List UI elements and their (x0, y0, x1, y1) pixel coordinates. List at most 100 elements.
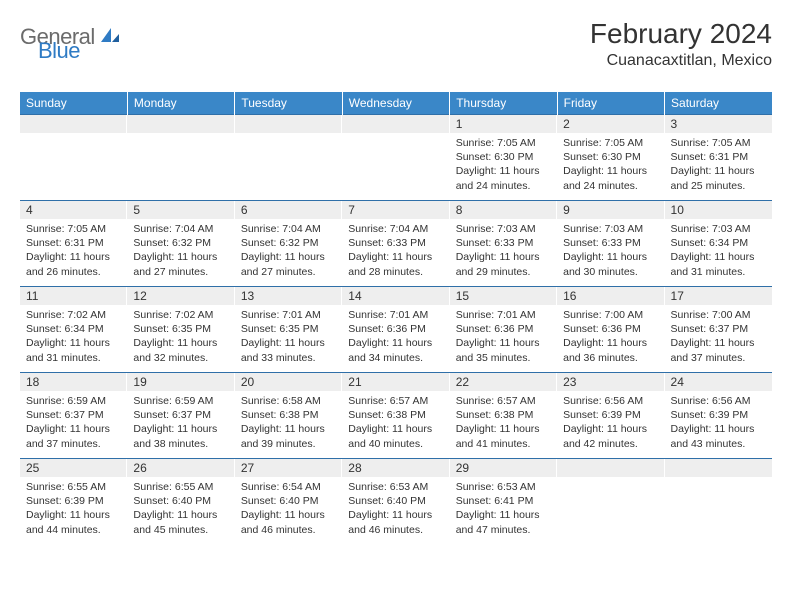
calendar-cell: 20Sunrise: 6:58 AMSunset: 6:38 PMDayligh… (235, 373, 342, 459)
day-number: 25 (20, 459, 127, 477)
day-number: 5 (127, 201, 234, 219)
calendar-cell: 21Sunrise: 6:57 AMSunset: 6:38 PMDayligh… (342, 373, 449, 459)
day-content (665, 477, 772, 484)
day-content: Sunrise: 6:57 AMSunset: 6:38 PMDaylight:… (450, 391, 557, 455)
day-content: Sunrise: 7:00 AMSunset: 6:37 PMDaylight:… (665, 305, 772, 369)
weekday-header: Thursday (450, 92, 557, 115)
calendar-cell: 17Sunrise: 7:00 AMSunset: 6:37 PMDayligh… (665, 287, 772, 373)
day-number: 17 (665, 287, 772, 305)
day-content: Sunrise: 6:59 AMSunset: 6:37 PMDaylight:… (20, 391, 127, 455)
day-content: Sunrise: 7:01 AMSunset: 6:36 PMDaylight:… (450, 305, 557, 369)
day-content: Sunrise: 6:53 AMSunset: 6:41 PMDaylight:… (450, 477, 557, 541)
day-number (127, 115, 234, 133)
day-number: 9 (557, 201, 664, 219)
calendar-cell: 5Sunrise: 7:04 AMSunset: 6:32 PMDaylight… (127, 201, 234, 287)
calendar-cell: 29Sunrise: 6:53 AMSunset: 6:41 PMDayligh… (450, 459, 557, 545)
day-content: Sunrise: 7:05 AMSunset: 6:30 PMDaylight:… (450, 133, 557, 197)
calendar-cell: 2Sunrise: 7:05 AMSunset: 6:30 PMDaylight… (557, 115, 664, 201)
calendar-cell: 23Sunrise: 6:56 AMSunset: 6:39 PMDayligh… (557, 373, 664, 459)
day-content: Sunrise: 7:04 AMSunset: 6:32 PMDaylight:… (127, 219, 234, 283)
day-content: Sunrise: 7:01 AMSunset: 6:36 PMDaylight:… (342, 305, 449, 369)
day-number (20, 115, 127, 133)
calendar-head: SundayMondayTuesdayWednesdayThursdayFrid… (20, 92, 772, 115)
day-content: Sunrise: 7:03 AMSunset: 6:34 PMDaylight:… (665, 219, 772, 283)
calendar-cell: 6Sunrise: 7:04 AMSunset: 6:32 PMDaylight… (235, 201, 342, 287)
calendar-cell (235, 115, 342, 201)
day-number (665, 459, 772, 477)
calendar-cell: 12Sunrise: 7:02 AMSunset: 6:35 PMDayligh… (127, 287, 234, 373)
day-number: 3 (665, 115, 772, 133)
day-content: Sunrise: 7:04 AMSunset: 6:32 PMDaylight:… (235, 219, 342, 283)
day-number (342, 115, 449, 133)
day-content (20, 133, 127, 140)
brand-name-2: Blue (20, 38, 80, 64)
day-content (235, 133, 342, 140)
calendar-cell: 4Sunrise: 7:05 AMSunset: 6:31 PMDaylight… (20, 201, 127, 287)
weekday-header: Tuesday (235, 92, 342, 115)
day-number: 13 (235, 287, 342, 305)
day-content: Sunrise: 6:57 AMSunset: 6:38 PMDaylight:… (342, 391, 449, 455)
calendar-cell: 9Sunrise: 7:03 AMSunset: 6:33 PMDaylight… (557, 201, 664, 287)
day-number: 22 (450, 373, 557, 391)
day-content: Sunrise: 7:02 AMSunset: 6:35 PMDaylight:… (127, 305, 234, 369)
weekday-header: Friday (557, 92, 664, 115)
calendar-cell (342, 115, 449, 201)
day-number: 29 (450, 459, 557, 477)
calendar-cell: 14Sunrise: 7:01 AMSunset: 6:36 PMDayligh… (342, 287, 449, 373)
calendar-cell: 1Sunrise: 7:05 AMSunset: 6:30 PMDaylight… (450, 115, 557, 201)
weekday-header: Wednesday (342, 92, 449, 115)
day-number: 14 (342, 287, 449, 305)
day-number (235, 115, 342, 133)
day-number: 16 (557, 287, 664, 305)
calendar-cell: 25Sunrise: 6:55 AMSunset: 6:39 PMDayligh… (20, 459, 127, 545)
day-content: Sunrise: 7:03 AMSunset: 6:33 PMDaylight:… (450, 219, 557, 283)
month-title: February 2024 (590, 18, 772, 50)
weekday-header: Saturday (665, 92, 772, 115)
day-content: Sunrise: 7:01 AMSunset: 6:35 PMDaylight:… (235, 305, 342, 369)
day-number: 12 (127, 287, 234, 305)
calendar-row: 4Sunrise: 7:05 AMSunset: 6:31 PMDaylight… (20, 201, 772, 287)
calendar-cell (20, 115, 127, 201)
day-number: 10 (665, 201, 772, 219)
calendar-row: 18Sunrise: 6:59 AMSunset: 6:37 PMDayligh… (20, 373, 772, 459)
day-number: 23 (557, 373, 664, 391)
day-number: 27 (235, 459, 342, 477)
calendar-cell: 19Sunrise: 6:59 AMSunset: 6:37 PMDayligh… (127, 373, 234, 459)
day-content: Sunrise: 6:56 AMSunset: 6:39 PMDaylight:… (557, 391, 664, 455)
calendar-cell: 24Sunrise: 6:56 AMSunset: 6:39 PMDayligh… (665, 373, 772, 459)
day-content: Sunrise: 6:55 AMSunset: 6:39 PMDaylight:… (20, 477, 127, 541)
day-content (342, 133, 449, 140)
calendar-row: 11Sunrise: 7:02 AMSunset: 6:34 PMDayligh… (20, 287, 772, 373)
calendar-cell: 11Sunrise: 7:02 AMSunset: 6:34 PMDayligh… (20, 287, 127, 373)
page: General February 2024 Cuanacaxtitlan, Me… (0, 0, 792, 545)
calendar-cell: 27Sunrise: 6:54 AMSunset: 6:40 PMDayligh… (235, 459, 342, 545)
calendar-cell (557, 459, 664, 545)
calendar-cell: 28Sunrise: 6:53 AMSunset: 6:40 PMDayligh… (342, 459, 449, 545)
day-number: 11 (20, 287, 127, 305)
calendar-cell: 22Sunrise: 6:57 AMSunset: 6:38 PMDayligh… (450, 373, 557, 459)
day-content: Sunrise: 6:54 AMSunset: 6:40 PMDaylight:… (235, 477, 342, 541)
day-number: 21 (342, 373, 449, 391)
day-content (127, 133, 234, 140)
calendar-cell: 10Sunrise: 7:03 AMSunset: 6:34 PMDayligh… (665, 201, 772, 287)
day-content: Sunrise: 7:05 AMSunset: 6:31 PMDaylight:… (20, 219, 127, 283)
day-number: 15 (450, 287, 557, 305)
weekday-header: Monday (127, 92, 234, 115)
day-content: Sunrise: 6:59 AMSunset: 6:37 PMDaylight:… (127, 391, 234, 455)
day-number: 26 (127, 459, 234, 477)
day-number: 28 (342, 459, 449, 477)
day-content: Sunrise: 7:05 AMSunset: 6:30 PMDaylight:… (557, 133, 664, 197)
day-number: 18 (20, 373, 127, 391)
calendar-cell: 3Sunrise: 7:05 AMSunset: 6:31 PMDaylight… (665, 115, 772, 201)
day-number: 2 (557, 115, 664, 133)
day-number: 7 (342, 201, 449, 219)
day-content: Sunrise: 6:58 AMSunset: 6:38 PMDaylight:… (235, 391, 342, 455)
calendar-row: 1Sunrise: 7:05 AMSunset: 6:30 PMDaylight… (20, 115, 772, 201)
calendar-table: SundayMondayTuesdayWednesdayThursdayFrid… (20, 92, 772, 545)
calendar-cell: 7Sunrise: 7:04 AMSunset: 6:33 PMDaylight… (342, 201, 449, 287)
calendar-cell: 16Sunrise: 7:00 AMSunset: 6:36 PMDayligh… (557, 287, 664, 373)
day-content (557, 477, 664, 484)
calendar-cell: 13Sunrise: 7:01 AMSunset: 6:35 PMDayligh… (235, 287, 342, 373)
day-content: Sunrise: 6:56 AMSunset: 6:39 PMDaylight:… (665, 391, 772, 455)
calendar-row: 25Sunrise: 6:55 AMSunset: 6:39 PMDayligh… (20, 459, 772, 545)
